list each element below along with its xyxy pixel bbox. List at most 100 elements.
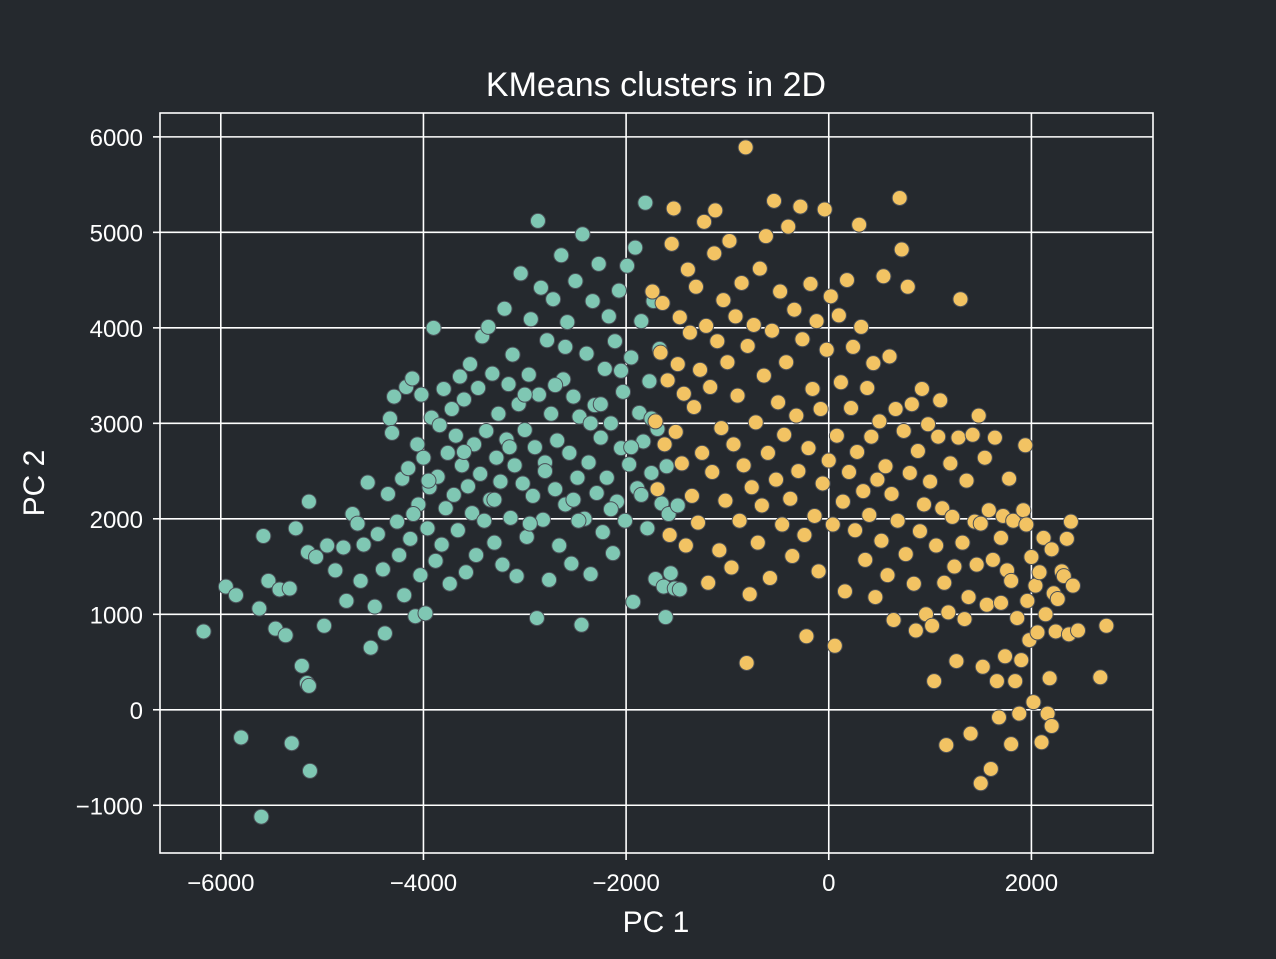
data-point: [400, 460, 417, 477]
data-point: [592, 396, 609, 413]
data-point: [439, 444, 456, 461]
data-point: [944, 508, 961, 525]
x-tick-label: 2000: [1005, 870, 1058, 897]
data-point: [916, 496, 933, 513]
data-point: [883, 485, 900, 502]
data-point: [516, 422, 533, 439]
data-point: [838, 272, 855, 289]
data-point: [711, 542, 728, 559]
data-point: [804, 380, 821, 397]
data-point: [427, 552, 444, 569]
data-point: [857, 551, 874, 568]
data-point: [1017, 437, 1034, 454]
y-tick-label: 0: [130, 698, 143, 725]
data-point: [786, 301, 803, 318]
data-point: [909, 443, 926, 460]
data-point: [1092, 669, 1109, 686]
data-point: [349, 515, 366, 532]
data-point: [832, 374, 849, 391]
data-point: [561, 444, 578, 461]
data-point: [706, 245, 723, 262]
data-point: [615, 383, 632, 400]
data-point: [335, 539, 352, 556]
data-point: [926, 673, 943, 690]
data-point: [391, 547, 408, 564]
data-point: [402, 530, 419, 547]
data-point: [396, 587, 413, 604]
data-point: [845, 338, 862, 355]
data-point: [792, 198, 809, 215]
data-point: [814, 475, 831, 492]
data-point: [602, 501, 619, 518]
data-point: [598, 469, 615, 486]
data-point: [719, 354, 736, 371]
data-point: [521, 515, 538, 532]
data-point: [419, 520, 436, 537]
data-point: [796, 527, 813, 544]
data-point: [847, 522, 864, 539]
data-point: [529, 212, 546, 229]
data-point: [449, 522, 466, 539]
data-point: [1009, 610, 1026, 627]
data-point: [836, 583, 853, 600]
data-point: [749, 534, 766, 551]
data-point: [578, 345, 595, 362]
data-point: [950, 429, 967, 446]
data-point: [958, 472, 975, 489]
data-point: [1025, 694, 1042, 711]
data-point: [665, 200, 682, 217]
data-point: [861, 506, 878, 523]
data-point: [865, 355, 882, 372]
data-point: [639, 520, 656, 537]
data-point: [859, 379, 876, 396]
data-point: [897, 546, 914, 563]
data-point: [688, 278, 705, 295]
data-point: [694, 444, 711, 461]
data-point: [460, 478, 477, 495]
data-point: [887, 401, 904, 417]
data-point: [956, 611, 973, 628]
data-point: [301, 762, 318, 779]
data-point: [545, 291, 562, 308]
data-point: [352, 572, 369, 589]
data-point: [413, 386, 430, 403]
data-point: [671, 581, 688, 598]
data-point: [405, 506, 422, 523]
x-tick-label: 0: [822, 870, 835, 897]
data-point: [486, 491, 503, 508]
data-point: [826, 637, 843, 654]
data-point: [647, 413, 664, 430]
data-point: [455, 391, 472, 408]
data-point: [946, 558, 963, 575]
data-point: [277, 627, 294, 644]
data-point: [743, 479, 760, 496]
y-tick-label: 6000: [90, 125, 143, 152]
data-point: [652, 344, 669, 361]
data-point: [1027, 577, 1044, 594]
data-point: [800, 440, 817, 457]
data-point: [952, 291, 969, 308]
data-point: [962, 725, 979, 742]
data-point: [458, 564, 475, 581]
data-point: [681, 324, 698, 341]
data-point: [1013, 652, 1030, 669]
data-point: [849, 443, 866, 460]
data-point: [984, 551, 1001, 568]
data-point: [535, 511, 552, 528]
data-point: [1062, 513, 1079, 530]
data-point: [549, 432, 566, 449]
data-point: [573, 616, 590, 633]
x-tick-label: −6000: [187, 870, 254, 897]
data-point: [997, 648, 1014, 665]
data-point: [1098, 617, 1115, 634]
data-point: [683, 487, 700, 504]
y-tick-label: 3000: [90, 411, 143, 438]
grid-lines: [160, 113, 1153, 853]
data-point: [885, 612, 902, 629]
data-point: [721, 232, 738, 249]
data-point: [233, 729, 250, 746]
data-point: [404, 370, 421, 387]
data-point: [717, 492, 734, 509]
data-point: [633, 313, 650, 330]
data-point: [563, 555, 580, 572]
